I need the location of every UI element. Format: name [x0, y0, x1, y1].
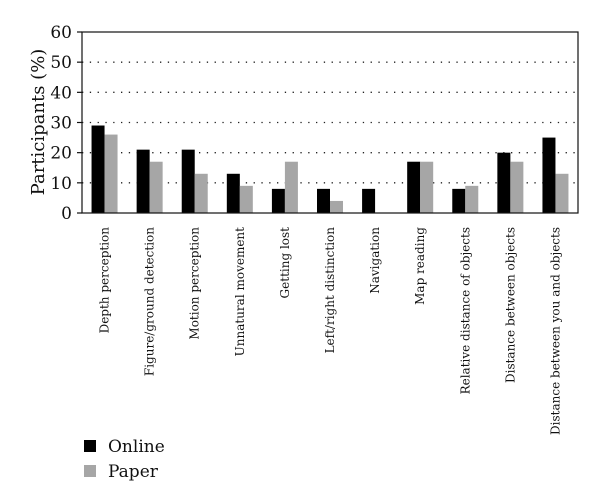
- legend-swatch-paper: [84, 465, 96, 477]
- bar-online: [181, 149, 195, 213]
- x-category-label: Left/right distinction: [323, 227, 337, 354]
- bar-online: [407, 161, 421, 213]
- bar-online: [317, 188, 330, 213]
- bar-paper: [510, 161, 524, 213]
- legend-label-paper: Paper: [108, 462, 159, 482]
- bar-online: [226, 173, 240, 213]
- bar-online: [542, 137, 556, 213]
- bar-online: [362, 188, 376, 213]
- bar-online: [136, 149, 150, 213]
- bar-paper: [465, 185, 479, 213]
- bar-paper: [284, 161, 298, 213]
- bar-online: [271, 188, 285, 213]
- x-category-label: Unnatural movement: [233, 227, 247, 357]
- bar-paper: [194, 173, 208, 213]
- bar-paper: [330, 200, 343, 213]
- x-category-label: Motion perception: [188, 227, 202, 340]
- bar-paper: [104, 134, 118, 213]
- bar-online: [497, 152, 511, 213]
- y-tick-label: 20: [50, 144, 72, 164]
- x-category-label: Getting lost: [278, 227, 292, 299]
- bar-paper: [239, 185, 253, 213]
- y-tick-label: 40: [50, 83, 72, 103]
- x-category-label: Relative distance of objects: [458, 227, 472, 394]
- y-axis-label: Participants (%): [28, 49, 49, 196]
- bars: [91, 125, 569, 213]
- x-category-label: Navigation: [368, 227, 382, 294]
- x-category-label: Depth perception: [98, 227, 112, 334]
- y-tick-labels: 0 10 20 30 40 50 60: [50, 23, 72, 224]
- x-category-label: Map reading: [413, 227, 427, 305]
- x-category-label: Figure/ground detection: [143, 227, 157, 376]
- y-tick-label: 30: [50, 114, 72, 134]
- bar-paper: [555, 173, 569, 213]
- y-tick-label: 50: [50, 53, 72, 73]
- x-category-label: Distance between you and objects: [548, 227, 562, 435]
- x-category-label: Distance between objects: [503, 227, 517, 383]
- axes: [77, 31, 579, 214]
- bar-online: [91, 125, 105, 213]
- bar-online: [452, 188, 466, 213]
- bar-paper: [420, 161, 434, 213]
- y-tick-label: 60: [50, 23, 72, 43]
- x-category-labels: Depth perception Figure/ground detection M…: [98, 227, 563, 435]
- bar-paper: [149, 161, 163, 213]
- legend-label-online: Online: [108, 437, 165, 457]
- legend: Online Paper: [84, 437, 165, 482]
- y-tick-label: 10: [50, 174, 72, 194]
- legend-swatch-online: [84, 440, 96, 452]
- y-tick-label: 0: [61, 204, 72, 224]
